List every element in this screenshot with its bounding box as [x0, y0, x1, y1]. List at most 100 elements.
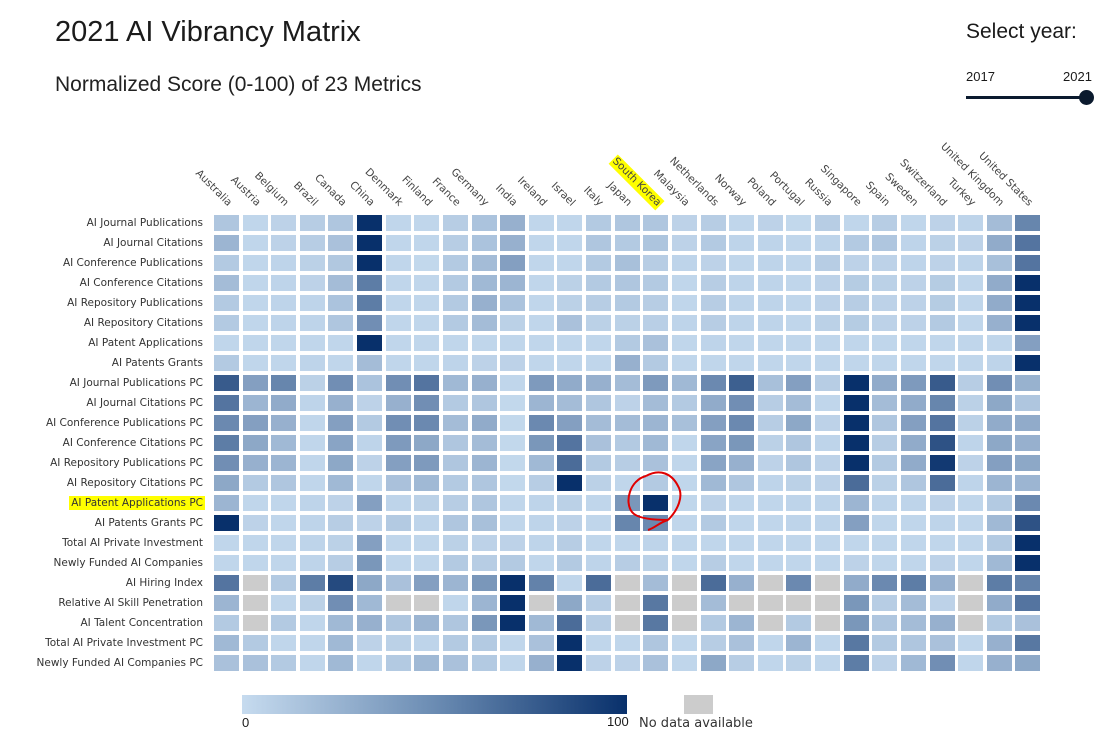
- heatmap-cell[interactable]: [872, 355, 898, 371]
- heatmap-cell[interactable]: [643, 395, 669, 411]
- heatmap-cell[interactable]: [786, 435, 812, 451]
- heatmap-cell[interactable]: [872, 295, 898, 311]
- heatmap-cell[interactable]: [729, 555, 755, 571]
- heatmap-cell[interactable]: [700, 355, 726, 371]
- heatmap-cell[interactable]: [357, 635, 383, 651]
- heatmap-cell[interactable]: [986, 295, 1012, 311]
- heatmap-cell[interactable]: [700, 375, 726, 391]
- heatmap-cell[interactable]: [471, 595, 497, 611]
- heatmap-cell[interactable]: [242, 535, 268, 551]
- heatmap-cell[interactable]: [986, 515, 1012, 531]
- heatmap-cell[interactable]: [786, 315, 812, 331]
- heatmap-cell[interactable]: [729, 455, 755, 471]
- heatmap-cell[interactable]: [271, 515, 297, 531]
- heatmap-cell[interactable]: [700, 495, 726, 511]
- heatmap-cell[interactable]: [471, 455, 497, 471]
- heatmap-cell[interactable]: [614, 435, 640, 451]
- heatmap-cell[interactable]: [929, 295, 955, 311]
- heatmap-cell[interactable]: [328, 535, 354, 551]
- heatmap-cell[interactable]: [757, 375, 783, 391]
- heatmap-cell[interactable]: [986, 615, 1012, 631]
- heatmap-cell[interactable]: [528, 435, 554, 451]
- heatmap-cell[interactable]: [214, 635, 239, 651]
- heatmap-cell[interactable]: [328, 415, 354, 431]
- heatmap-cell[interactable]: [843, 315, 869, 331]
- heatmap-cell[interactable]: [757, 615, 783, 631]
- heatmap-cell[interactable]: [700, 475, 726, 491]
- heatmap-cell[interactable]: [385, 475, 411, 491]
- heatmap-cell[interactable]: [643, 655, 669, 671]
- heatmap-cell[interactable]: [643, 455, 669, 471]
- heatmap-cell[interactable]: [528, 615, 554, 631]
- heatmap-cell[interactable]: [929, 575, 955, 591]
- heatmap-cell[interactable]: [328, 375, 354, 391]
- heatmap-cell[interactable]: [815, 595, 841, 611]
- heatmap-cell[interactable]: [1015, 515, 1041, 531]
- heatmap-cell[interactable]: [414, 555, 440, 571]
- heatmap-cell[interactable]: [700, 575, 726, 591]
- heatmap-cell[interactable]: [757, 495, 783, 511]
- heatmap-cell[interactable]: [958, 275, 984, 291]
- heatmap-cell[interactable]: [815, 335, 841, 351]
- heatmap-cell[interactable]: [843, 595, 869, 611]
- heatmap-cell[interactable]: [528, 495, 554, 511]
- heatmap-cell[interactable]: [958, 375, 984, 391]
- heatmap-cell[interactable]: [986, 555, 1012, 571]
- heatmap-cell[interactable]: [958, 215, 984, 231]
- heatmap-cell[interactable]: [729, 415, 755, 431]
- heatmap-cell[interactable]: [671, 615, 697, 631]
- heatmap-cell[interactable]: [471, 415, 497, 431]
- heatmap-cell[interactable]: [929, 395, 955, 411]
- heatmap-cell[interactable]: [929, 275, 955, 291]
- heatmap-cell[interactable]: [729, 375, 755, 391]
- heatmap-cell[interactable]: [786, 355, 812, 371]
- heatmap-cell[interactable]: [614, 555, 640, 571]
- heatmap-cell[interactable]: [700, 535, 726, 551]
- year-slider-track[interactable]: [966, 96, 1086, 99]
- heatmap-cell[interactable]: [614, 415, 640, 431]
- heatmap-cell[interactable]: [1015, 375, 1041, 391]
- heatmap-cell[interactable]: [214, 355, 239, 371]
- heatmap-cell[interactable]: [214, 615, 239, 631]
- heatmap-cell[interactable]: [500, 295, 526, 311]
- heatmap-cell[interactable]: [700, 435, 726, 451]
- heatmap-cell[interactable]: [528, 235, 554, 251]
- heatmap-cell[interactable]: [471, 495, 497, 511]
- heatmap-cell[interactable]: [958, 615, 984, 631]
- heatmap-cell[interactable]: [299, 555, 325, 571]
- heatmap-cell[interactable]: [786, 495, 812, 511]
- heatmap-cell[interactable]: [786, 555, 812, 571]
- heatmap-cell[interactable]: [385, 355, 411, 371]
- heatmap-cell[interactable]: [729, 435, 755, 451]
- heatmap-cell[interactable]: [900, 455, 926, 471]
- heatmap-cell[interactable]: [299, 535, 325, 551]
- heatmap-cell[interactable]: [471, 515, 497, 531]
- heatmap-cell[interactable]: [357, 375, 383, 391]
- heatmap-cell[interactable]: [929, 235, 955, 251]
- heatmap-cell[interactable]: [214, 435, 239, 451]
- heatmap-cell[interactable]: [357, 395, 383, 411]
- heatmap-cell[interactable]: [471, 615, 497, 631]
- heatmap-cell[interactable]: [385, 615, 411, 631]
- heatmap-cell[interactable]: [471, 635, 497, 651]
- heatmap-cell[interactable]: [900, 595, 926, 611]
- heatmap-cell[interactable]: [328, 595, 354, 611]
- heatmap-cell[interactable]: [929, 255, 955, 271]
- year-slider-thumb[interactable]: [1079, 90, 1094, 105]
- heatmap-cell[interactable]: [1015, 555, 1041, 571]
- heatmap-cell[interactable]: [872, 435, 898, 451]
- heatmap-cell[interactable]: [843, 395, 869, 411]
- heatmap-cell[interactable]: [328, 555, 354, 571]
- heatmap-cell[interactable]: [614, 655, 640, 671]
- heatmap-cell[interactable]: [557, 415, 583, 431]
- heatmap-cell[interactable]: [271, 595, 297, 611]
- heatmap-cell[interactable]: [299, 295, 325, 311]
- heatmap-cell[interactable]: [500, 615, 526, 631]
- heatmap-cell[interactable]: [357, 315, 383, 331]
- heatmap-cell[interactable]: [328, 635, 354, 651]
- heatmap-cell[interactable]: [900, 495, 926, 511]
- heatmap-cell[interactable]: [815, 515, 841, 531]
- heatmap-cell[interactable]: [643, 335, 669, 351]
- heatmap-cell[interactable]: [757, 575, 783, 591]
- heatmap-cell[interactable]: [586, 295, 612, 311]
